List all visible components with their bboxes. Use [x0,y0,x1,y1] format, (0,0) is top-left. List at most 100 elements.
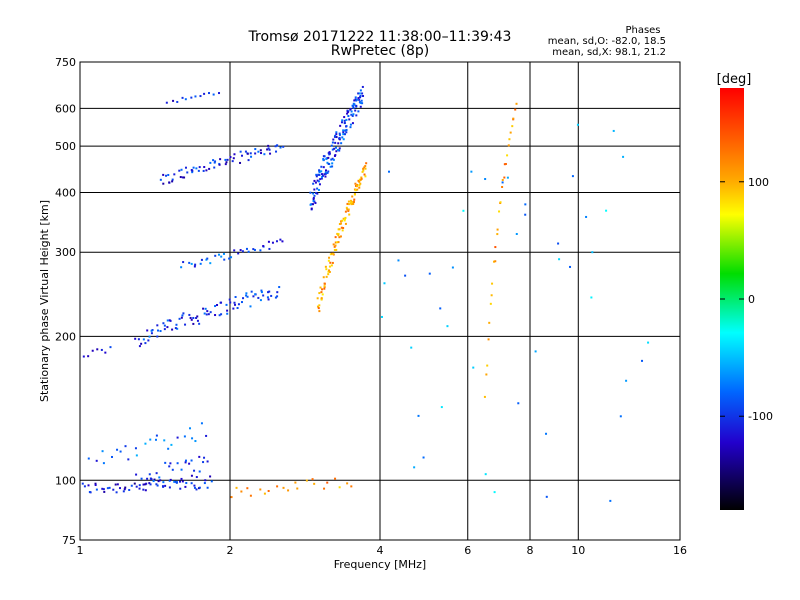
data-point [164,461,167,464]
data-point [220,255,223,258]
data-point [190,459,193,462]
data-point [144,342,147,345]
data-point [326,161,329,164]
data-point [208,92,211,95]
data-point [195,476,198,479]
data-point [142,338,145,341]
data-point [517,402,520,405]
data-point [179,487,182,490]
data-point [335,131,338,134]
data-point [363,173,366,176]
y-tick-label: 750 [55,56,76,69]
data-point [127,458,130,461]
data-point [534,350,537,353]
data-point [338,138,341,141]
data-point [228,298,231,301]
data-point [439,307,442,310]
data-point [176,100,179,103]
data-point [336,241,339,244]
data-point [355,114,358,117]
data-point [328,270,331,273]
data-point [354,96,357,99]
data-point [511,125,514,128]
data-point [123,488,126,491]
data-point [358,184,361,187]
data-point [345,206,348,209]
data-point [352,106,355,109]
data-point [359,101,362,104]
data-point [622,155,625,158]
data-point [364,175,367,178]
data-point [181,480,184,483]
data-point [257,296,260,299]
x-tick-label: 1 [77,544,84,557]
plot-points [81,85,650,502]
y-tick-label: 500 [55,140,76,153]
data-point [320,177,323,180]
data-point [496,233,499,236]
data-point [254,293,257,296]
data-point [343,218,346,221]
data-point [347,209,350,212]
data-point [214,160,217,163]
data-point [327,270,330,273]
data-point [353,99,356,102]
data-point [198,166,201,169]
data-point [317,173,320,176]
data-point [472,366,475,369]
data-point [350,113,353,116]
data-point [203,312,206,315]
data-point [262,245,265,248]
data-point [194,95,197,98]
data-point [188,462,191,465]
data-point [322,159,325,162]
plot-grid [80,62,680,540]
data-point [183,176,186,179]
data-point [146,329,149,332]
phase-heading: Phases [625,25,660,36]
data-point [179,176,182,179]
data-point [260,152,263,155]
data-point [343,133,346,136]
data-point [218,314,221,317]
data-point [94,484,97,487]
data-point [350,203,353,206]
data-point [165,101,168,104]
data-point [223,258,226,261]
data-point [229,156,232,159]
data-point [328,151,331,154]
data-point [193,265,196,268]
data-point [176,436,179,439]
data-point [485,373,488,376]
data-point [192,166,195,169]
data-point [232,307,235,310]
data-point [259,149,262,152]
data-point [181,176,184,179]
data-point [145,482,148,485]
data-point [342,131,345,134]
data-point [244,150,247,153]
data-point [338,486,341,489]
data-point [357,92,360,95]
y-tick-label: 100 [55,474,76,487]
data-point [346,208,349,211]
data-point [323,155,326,158]
data-point [318,169,321,172]
data-point [338,136,341,139]
data-point [349,108,352,111]
data-point [275,144,278,147]
data-point [240,301,243,304]
data-point [338,132,341,135]
data-point [503,163,506,166]
data-point [490,294,493,297]
data-point [282,145,285,148]
data-point [162,173,165,176]
data-point [192,322,195,325]
data-point [501,185,504,188]
data-point [323,173,326,176]
data-point [247,159,250,162]
data-point [328,152,331,155]
data-point [355,185,358,188]
data-point [275,240,278,243]
data-point [150,332,153,335]
